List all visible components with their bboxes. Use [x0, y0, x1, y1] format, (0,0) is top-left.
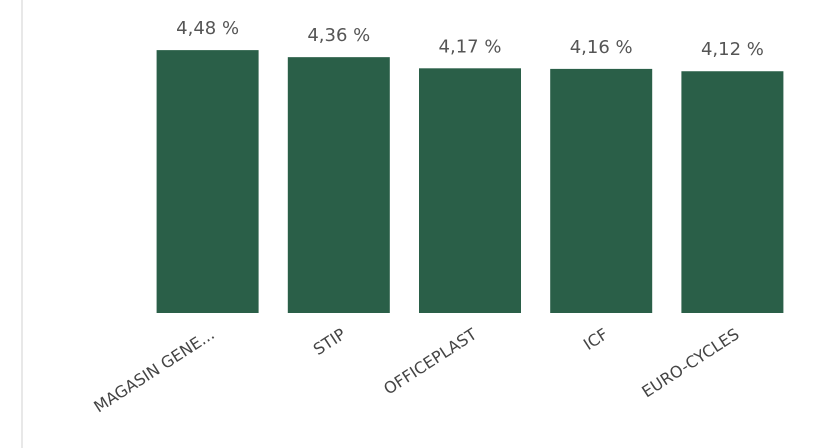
- value-label: 4,17 %: [439, 36, 502, 57]
- value-label: 4,16 %: [570, 37, 633, 58]
- value-label: 4,48 %: [176, 18, 239, 39]
- x-tick-label: EURO-CYCLES: [638, 324, 742, 401]
- x-tick-label: ICF: [580, 324, 611, 354]
- x-tick-label: STIP: [310, 324, 349, 359]
- x-tick-label: MAGASIN GENE...: [90, 324, 217, 416]
- bar: [550, 68, 653, 313]
- value-label: 4,36 %: [307, 25, 370, 46]
- x-tick-label: OFFICEPLAST: [380, 324, 480, 398]
- bar: [681, 71, 784, 313]
- bar: [419, 68, 521, 313]
- value-label: 4,12 %: [701, 39, 764, 60]
- bar: [156, 50, 259, 314]
- bar: [287, 57, 390, 313]
